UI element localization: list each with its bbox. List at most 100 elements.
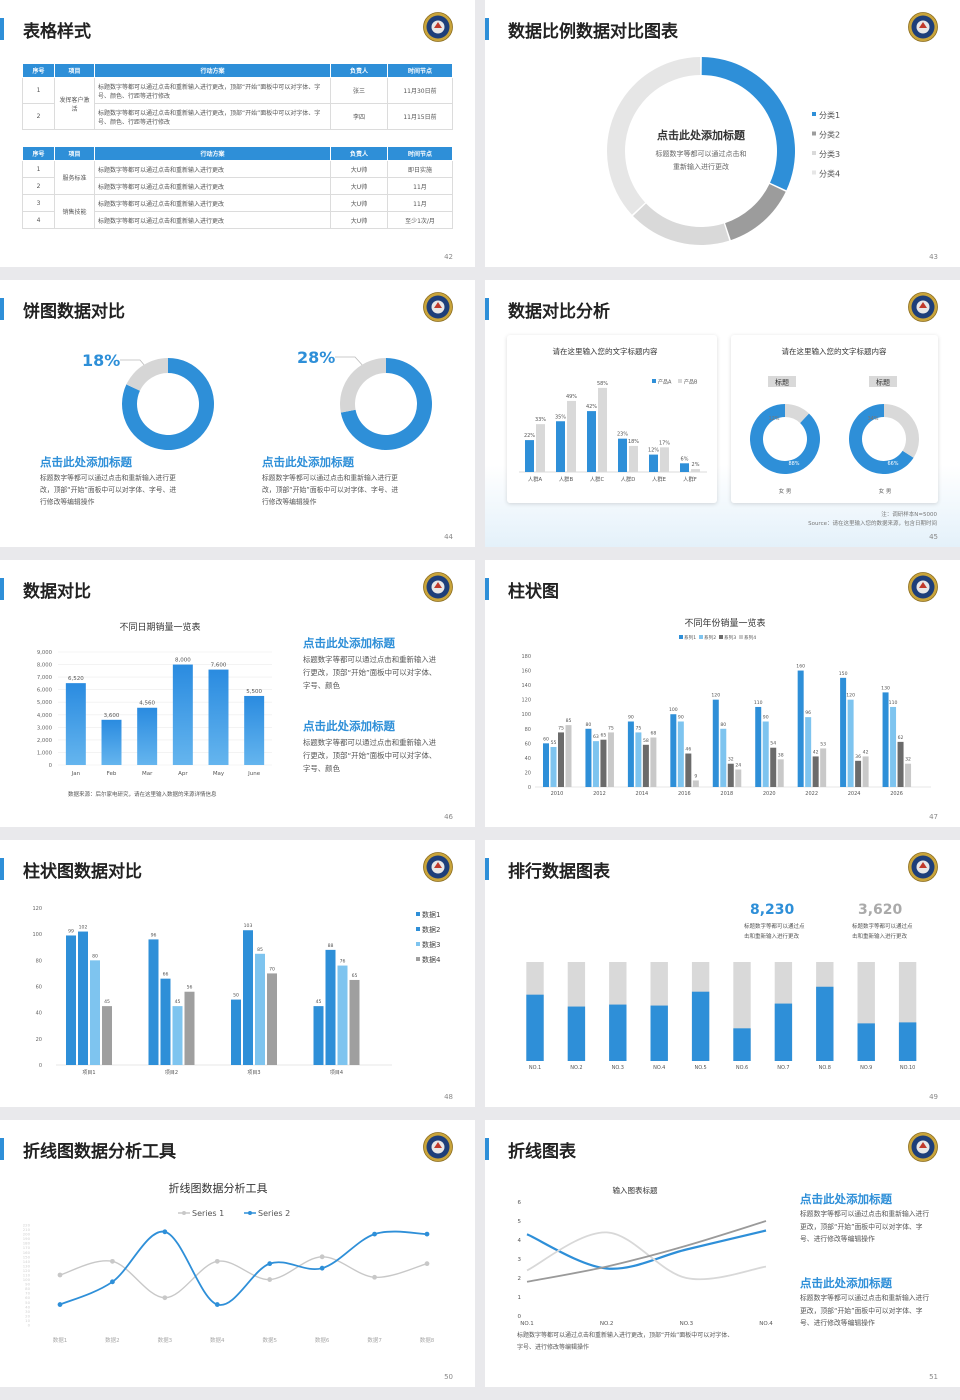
legend-label: 分类3 xyxy=(819,149,840,159)
category-label: Feb xyxy=(107,771,117,777)
bar-value-label: 6% xyxy=(681,456,689,462)
category-label: 数据1 xyxy=(53,1336,68,1344)
category-label: NO.4 xyxy=(759,1321,773,1327)
data-point xyxy=(57,1302,63,1307)
bar xyxy=(712,699,719,787)
y-tick-label: 4 xyxy=(518,1238,522,1244)
bar xyxy=(727,763,734,787)
slide-47[interactable]: 柱状图 不同年份销量一览表 系列1 系列2 系列3 系列4 0 20 40 60 80 100 12… xyxy=(485,560,960,827)
y-tick-label: 100 xyxy=(32,932,42,938)
category-label: 数据8 xyxy=(420,1336,435,1344)
bar xyxy=(78,931,88,1065)
bar-value-label: 80 xyxy=(586,722,592,728)
bar-value-label: 80 xyxy=(720,722,726,728)
bar xyxy=(629,445,638,472)
page-number: 43 xyxy=(929,253,938,261)
block-text: 标题数字等都可以通过点击和重新输入进行更改，顶部“开始”面板中可以对字体、字号、… xyxy=(40,474,177,506)
percent-label: 18% xyxy=(82,351,120,370)
bar xyxy=(774,1003,793,1061)
bar xyxy=(770,747,777,787)
title-accent-bar xyxy=(485,858,489,880)
bar-value-label: 33% xyxy=(535,417,546,423)
category-label: NO.1 xyxy=(520,1321,533,1327)
title-accent-bar xyxy=(485,1138,489,1160)
bar-value-label: 75 xyxy=(635,725,641,731)
slide-49[interactable]: 排行数据图表 8,230 标题数字等都可以通过点 击和重新输入进行更改 3,620… xyxy=(485,840,960,1107)
category-label: 人群A xyxy=(528,475,543,483)
slide-44[interactable]: 饼图数据对比 18% 28% 点击此处添加标题 标题数字等都可以通过点击和重新输… xyxy=(0,280,475,547)
y-tick-label: 200 xyxy=(23,1232,31,1237)
bar-value-label: 35% xyxy=(555,414,566,420)
donut-slice xyxy=(633,203,730,245)
donut-value-label: 34% xyxy=(867,416,878,422)
bar xyxy=(66,935,76,1065)
legend-swatch xyxy=(812,170,816,175)
bar xyxy=(680,463,689,472)
table-header: 序号 xyxy=(22,63,55,78)
y-tick-label: 160 xyxy=(521,669,531,675)
bar xyxy=(550,746,557,787)
y-tick-label: 1 xyxy=(518,1295,522,1301)
donut-slice xyxy=(126,358,168,391)
title-accent-bar xyxy=(0,858,4,880)
category-label: NO.7 xyxy=(777,1065,789,1071)
category-label: NO.3 xyxy=(680,1321,694,1327)
category-label: 人群F xyxy=(683,475,697,483)
slide-48[interactable]: 柱状图数据对比 0 20 40 60 80 100 120 99 102 80 45 项目1 96 66 4… xyxy=(0,840,475,1107)
bar xyxy=(609,1004,627,1061)
y-tick-label: 210 xyxy=(23,1227,31,1232)
legend-label: 数据4 xyxy=(422,955,441,964)
slide-42[interactable]: 表格样式 序号 项目 行动方案 负责人 时间节点 1 发挥客户激活 标题数字等都… xyxy=(0,0,475,267)
donut-value-label: 88% xyxy=(788,461,799,467)
category-label: NO.5 xyxy=(694,1065,706,1071)
legend-swatch xyxy=(679,635,683,639)
cell-plan: 标题数字等都可以通过点击和重新输入进行更改，顶部“开始”面板中可以对字体、字号、… xyxy=(94,77,331,104)
slide-51[interactable]: 折线图表 输入图表标题 0 1 2 3 4 5 6 NO.1 NO.2 NO.3 NO.4 标题数字… xyxy=(485,1120,960,1387)
bar xyxy=(313,1006,324,1065)
block-text: 标题数字等都可以通过点击和重新输入进行更改，顶部“开始”面板中可以对字体、字号、… xyxy=(800,1210,930,1243)
bar xyxy=(855,760,862,787)
bar-value-label: 45 xyxy=(316,999,322,1005)
y-tick-label: 20 xyxy=(525,770,531,776)
y-tick-label: 0 xyxy=(518,1314,522,1320)
cell-plan: 标题数字等都可以通过点击和重新输入进行更改 xyxy=(94,211,331,229)
percent-donut-charts: 18% 28% xyxy=(82,348,432,450)
slide-45[interactable]: 数据对比分析 请在这里输入您的文字标题内容 请在这里输入您的文字标题内容 标题 … xyxy=(485,280,960,547)
donut-legend: 女 男 xyxy=(779,487,792,495)
legend-label: 产品A xyxy=(658,379,672,386)
category-label: 数据4 xyxy=(210,1336,225,1344)
cell-no: 2 xyxy=(22,177,55,195)
series-line xyxy=(526,1220,767,1283)
slide-43[interactable]: 数据比例数据对比图表 点击此处添加标题 标题数字等都可以通过点击和 重新输入进行… xyxy=(485,0,960,267)
block-text: 标题数字等都可以通过点击和重新输入进行更改，顶部“开始”面板中可以对字体、字号、… xyxy=(303,655,437,690)
category-label: 人群E xyxy=(652,475,667,483)
bar xyxy=(598,387,607,472)
bar xyxy=(325,949,336,1065)
slide-50[interactable]: 折线图数据分析工具 折线图数据分析工具 0 10 20 30 40 50 60 70 80 90 1… xyxy=(0,1120,475,1387)
bar-value-label: 36 xyxy=(855,754,861,760)
legend-label: 分类1 xyxy=(819,110,840,120)
y-tick-label: 140 xyxy=(23,1259,31,1264)
category-label: 2022 xyxy=(805,791,818,797)
bar xyxy=(148,939,159,1065)
y-tick-label: 100 xyxy=(521,712,531,718)
legend-swatch xyxy=(812,131,816,136)
page-number: 44 xyxy=(444,533,453,541)
y-tick-label: 150 xyxy=(23,1254,31,1259)
category-label: NO.9 xyxy=(860,1065,872,1071)
comparison-charts: 请在这里输入您的文字标题内容 请在这里输入您的文字标题内容 标题 标题 女 男 … xyxy=(519,346,937,527)
stat-value: 3,620 xyxy=(858,902,903,918)
bar xyxy=(840,677,847,787)
bar-value-label: 80 xyxy=(92,953,98,959)
y-tick-label: 120 xyxy=(521,698,531,704)
donut-center-text: 标题数字等都可以通过点击和 xyxy=(656,149,747,158)
table-row: 2 标题数字等都可以通过点击和重新输入进行更改，顶部“开始”面板中可以对字体、字… xyxy=(22,103,453,130)
category-label: May xyxy=(213,771,225,777)
y-tick-label: 3,000 xyxy=(37,725,53,731)
bar-value-label: 160 xyxy=(796,664,805,670)
block-heading: 点击此处添加标题 xyxy=(262,455,354,469)
slide-46[interactable]: 数据对比 不同日期销量一览表 数据来源：后尔家电研究，请在这里输入数据的来源详情… xyxy=(0,560,475,827)
bar-value-label: 110 xyxy=(754,700,763,706)
block-heading: 点击此处添加标题 xyxy=(800,1192,892,1206)
legend-swatch xyxy=(739,635,743,639)
